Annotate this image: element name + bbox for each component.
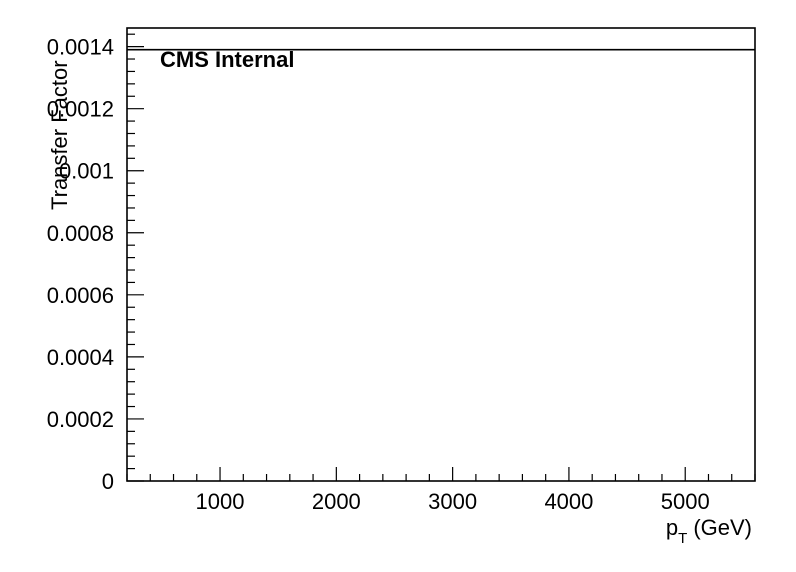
x-tick-label: 2000 xyxy=(312,489,361,514)
cms-annotation: CMS Internal xyxy=(160,47,294,72)
y-axis: 0 0.0002 0.0004 0.0006 0.0008 0.001 0.0012 0.00… xyxy=(47,33,144,494)
y-tick-label: 0.0006 xyxy=(47,283,114,308)
x-axis: 1000 2000 3000 4000 5000 xyxy=(126,467,756,514)
x-tick-label: 3000 xyxy=(428,489,477,514)
x-tick-label: 1000 xyxy=(196,489,245,514)
x-axis-title-unit: (GeV) xyxy=(693,515,752,540)
x-axis-title: pT (GeV) xyxy=(666,515,752,547)
y-tick-label: 0.001 xyxy=(59,159,114,184)
y-tick-label: 0.0008 xyxy=(47,221,114,246)
x-axis-title-main: p xyxy=(666,515,678,540)
x-tick-label: 4000 xyxy=(544,489,593,514)
y-tick-label: 0 xyxy=(102,469,114,494)
y-tick-label: 0.0012 xyxy=(47,97,114,122)
y-tick-label: 0.0002 xyxy=(47,407,114,432)
x-axis-title-subscript: T xyxy=(678,530,687,547)
x-tick-label: 5000 xyxy=(661,489,710,514)
plot-frame xyxy=(126,27,756,482)
y-tick-label: 0.0004 xyxy=(47,345,114,370)
y-axis-title: Transfer Factor xyxy=(47,60,72,210)
y-tick-label: 0.0014 xyxy=(47,35,114,60)
